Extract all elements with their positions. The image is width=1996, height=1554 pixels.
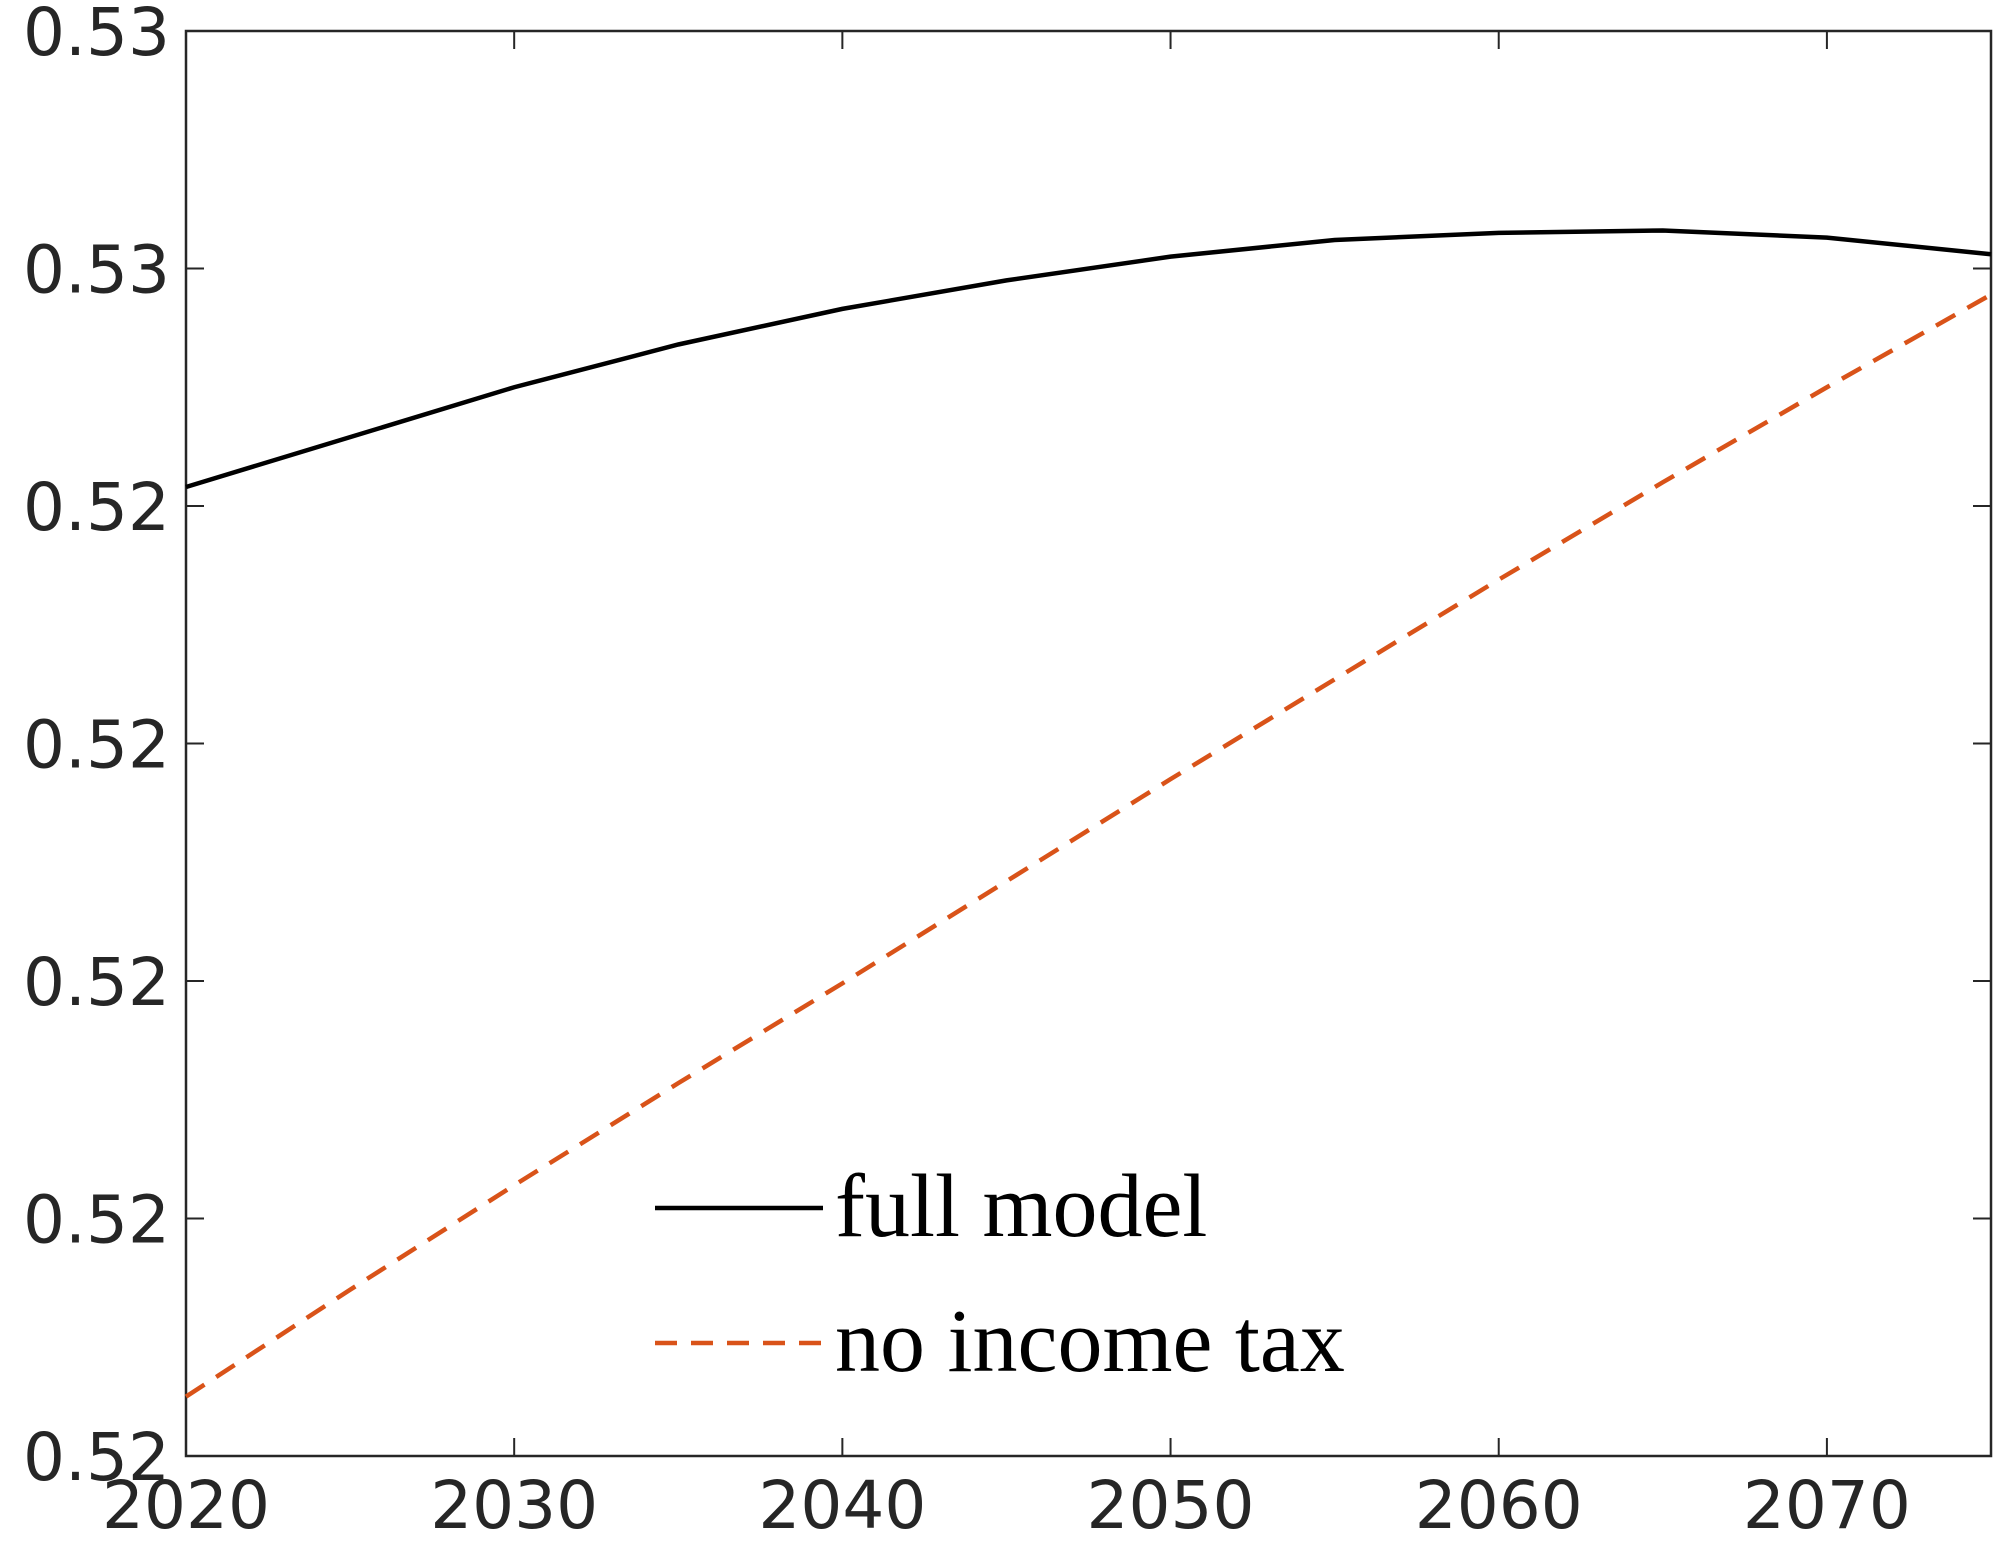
y-tick-label: 0.52 <box>23 944 170 1021</box>
x-tick-label: 2030 <box>430 1467 598 1544</box>
y-tick-label: 0.52 <box>23 707 170 784</box>
y-tick-label: 0.52 <box>23 469 170 546</box>
legend-label: full model <box>835 1157 1207 1256</box>
axes-box <box>184 29 1993 1458</box>
legend-label: no income tax <box>835 1292 1345 1391</box>
y-tick-label: 0.53 <box>23 0 170 71</box>
y-tick-label: 0.53 <box>23 232 170 309</box>
series-line <box>184 292 1993 1399</box>
x-tick-label: 2020 <box>102 1467 270 1544</box>
x-tick-label: 2070 <box>1743 1467 1911 1544</box>
series-line <box>185 228 1992 490</box>
x-tick-label: 2040 <box>758 1467 926 1544</box>
x-tick-label: 2060 <box>1415 1467 1583 1544</box>
x-tick-label: 2050 <box>1087 1467 1255 1544</box>
y-tick-label: 0.52 <box>23 1419 170 1496</box>
y-tick-label: 0.52 <box>23 1182 170 1259</box>
